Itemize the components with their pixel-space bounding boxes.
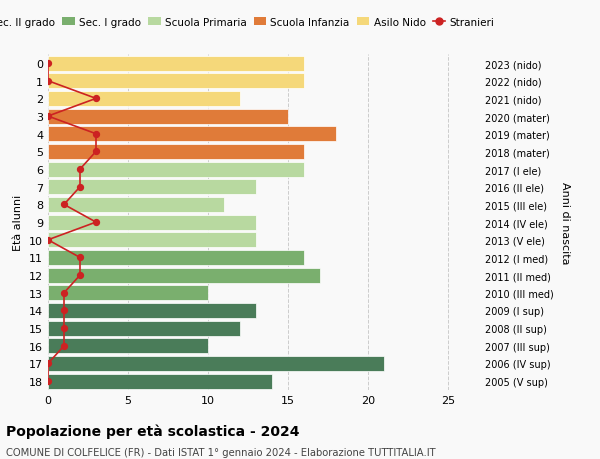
Point [43, 60, 53, 67]
Bar [48, 74, 304, 89]
Bar [48, 303, 256, 318]
Y-axis label: Anni di nascita: Anni di nascita [560, 181, 570, 264]
Bar [48, 215, 256, 230]
Bar [48, 268, 320, 283]
Bar [48, 251, 304, 265]
Bar [48, 145, 304, 160]
Point [59, 307, 69, 314]
Point [43, 378, 53, 385]
Point [75, 272, 85, 279]
Point [59, 342, 69, 350]
Point [59, 325, 69, 332]
Bar [48, 374, 272, 389]
Bar [48, 162, 304, 177]
Point [75, 166, 85, 174]
Bar [48, 339, 208, 353]
Legend: Sec. II grado, Sec. I grado, Scuola Primaria, Scuola Infanzia, Asilo Nido, Stran: Sec. II grado, Sec. I grado, Scuola Prim… [0, 13, 499, 32]
Point [43, 236, 53, 244]
Point [43, 113, 53, 120]
Bar [48, 127, 336, 142]
Bar [48, 109, 288, 124]
Text: COMUNE DI COLFELICE (FR) - Dati ISTAT 1° gennaio 2024 - Elaborazione TUTTITALIA.: COMUNE DI COLFELICE (FR) - Dati ISTAT 1°… [6, 447, 436, 457]
Point [91, 95, 101, 103]
Text: Popolazione per età scolastica - 2024: Popolazione per età scolastica - 2024 [6, 424, 299, 438]
Bar [48, 92, 240, 106]
Bar [48, 56, 304, 72]
Point [43, 360, 53, 367]
Bar [48, 285, 208, 301]
Point [59, 202, 69, 209]
Point [91, 219, 101, 226]
Point [91, 131, 101, 138]
Y-axis label: Età alunni: Età alunni [13, 195, 23, 251]
Point [43, 78, 53, 85]
Bar [48, 233, 256, 248]
Point [91, 148, 101, 156]
Bar [48, 356, 384, 371]
Point [75, 184, 85, 191]
Point [59, 290, 69, 297]
Point [75, 254, 85, 262]
Bar [48, 180, 256, 195]
Bar [48, 321, 240, 336]
Bar [48, 197, 224, 213]
